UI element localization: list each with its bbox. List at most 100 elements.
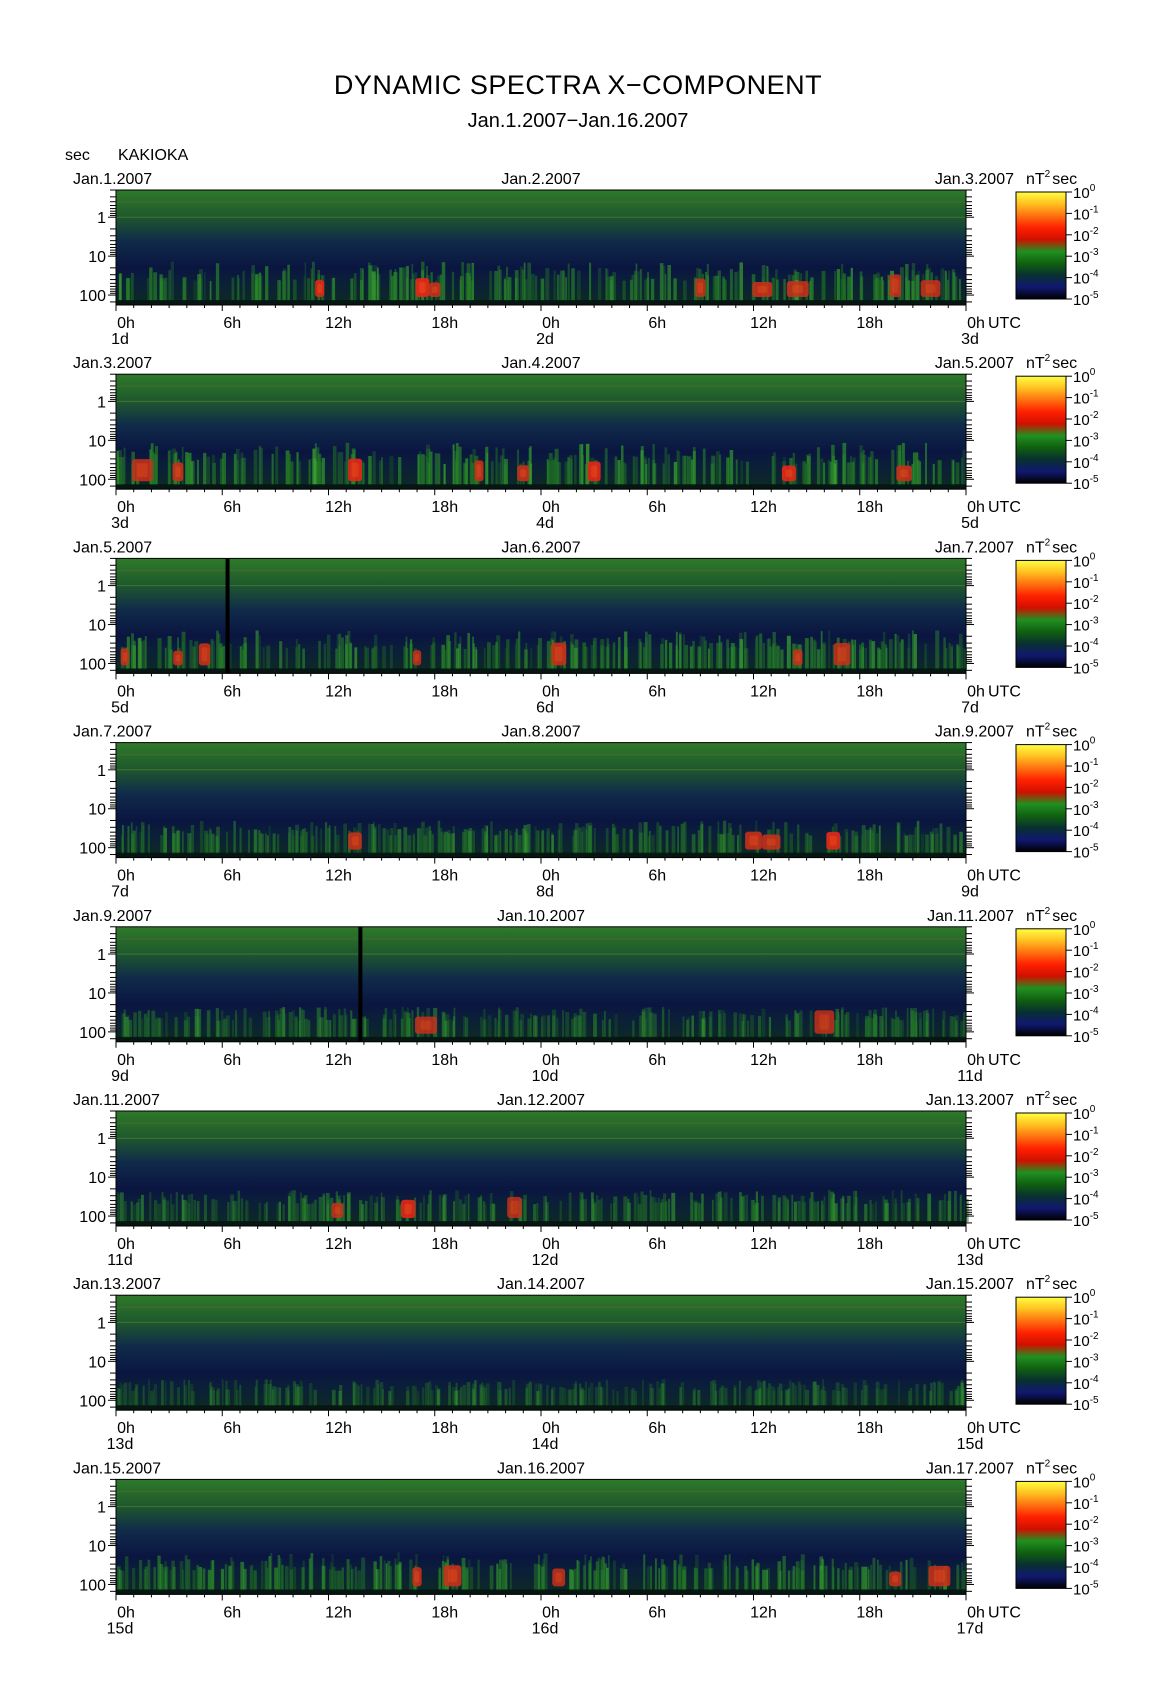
activity-streak [751,1559,755,1591]
activity-streak [777,1197,781,1222]
activity-streak [403,646,406,670]
activity-streak [501,1560,506,1591]
activity-streak [960,1020,965,1038]
activity-streak [755,1389,758,1407]
activity-streak [606,638,609,670]
activity-streak [310,1203,314,1222]
activity-streak [567,263,570,301]
spectrum-panel: Jan.11.2007 Jan.12.2007 Jan.13.20071101000… [73,1090,1099,1269]
activity-streak [310,268,313,301]
activity-streak [822,1386,825,1407]
activity-streak [362,462,365,486]
activity-streak [482,1387,487,1407]
activity-streak [295,830,298,854]
activity-streak [543,1195,547,1222]
unit-base: nT [1026,908,1045,925]
activity-streak [868,1010,872,1038]
activity-streak [622,280,626,301]
activity-streak [504,1388,508,1407]
burst-core [175,654,181,662]
activity-streak [288,1012,293,1038]
activity-streak [373,828,377,854]
activity-streak [494,271,498,301]
activity-streak [638,832,643,854]
activity-streak [430,644,434,670]
activity-streak [946,279,949,301]
activity-streak [604,1563,608,1591]
burst-patch [412,1567,422,1587]
activity-streak [278,1387,282,1407]
activity-streak [191,460,195,486]
activity-streak [543,1553,548,1591]
activity-streak [623,463,627,486]
activity-streak [872,1013,877,1038]
activity-streak [576,1559,579,1591]
activity-streak [231,1561,235,1591]
activity-streak [425,827,428,854]
activity-streak [545,267,550,301]
x-unit-label: UTC [988,1236,1021,1253]
burst-patch [752,282,773,297]
activity-streak [961,457,963,486]
burst-core [837,646,847,662]
activity-streak [235,1389,239,1407]
activity-streak [200,277,202,301]
activity-streak [906,1008,909,1038]
activity-streak [153,1567,156,1591]
activity-streak [579,1390,583,1407]
activity-streak [661,1006,665,1038]
activity-streak [382,1018,387,1038]
y-tick-label: 100 [79,1025,106,1042]
activity-streak [294,1384,299,1407]
x-tick-label: 12h [325,1420,352,1437]
activity-streak [454,450,459,486]
panel-date-left: Jan.5.2007 [73,539,152,556]
activity-streak [837,1390,841,1407]
day-label: 15d [957,1436,984,1453]
activity-streak [932,463,935,486]
colorbar-unit: nT2 sec [1026,1274,1077,1293]
activity-streak [867,1569,870,1591]
burst-patch [826,831,841,850]
activity-streak [455,1390,459,1407]
activity-streak [388,835,393,854]
activity-streak [467,1559,471,1591]
activity-streak [193,280,198,301]
burst-patch [443,1565,462,1587]
activity-streak [960,1380,964,1407]
activity-streak [229,643,232,670]
tick-base: 10 [1073,618,1090,635]
activity-streak [251,272,255,301]
activity-streak [588,1387,590,1407]
burst-core [925,284,936,293]
y-tick-label: 10 [88,1539,106,1556]
x-tick-label: 6h [648,683,666,700]
activity-streak [875,1388,879,1407]
activity-streak [832,1193,835,1222]
activity-streak [368,455,372,486]
activity-streak [909,1557,914,1591]
burst-patch [793,649,803,666]
activity-streak [864,648,868,670]
activity-streak [444,1014,447,1038]
activity-streak [799,1010,803,1038]
panel-date-mid: Jan.8.2007 [501,724,580,741]
activity-streak [896,1016,900,1038]
activity-streak [454,632,457,670]
activity-streak [347,630,351,670]
activity-streak [447,641,451,670]
colorbar-tick-label: 10-5 [1073,474,1099,493]
activity-streak [338,645,341,670]
activity-streak [697,1389,701,1407]
activity-streak [844,828,849,854]
activity-streak [398,1561,402,1591]
activity-streak [196,1565,199,1591]
activity-streak [345,1014,348,1038]
activity-streak [170,1204,175,1222]
activity-streak [657,1197,660,1222]
activity-streak [682,1566,687,1591]
activity-streak [269,1379,272,1407]
activity-streak [714,275,719,301]
activity-streak [302,1560,305,1591]
